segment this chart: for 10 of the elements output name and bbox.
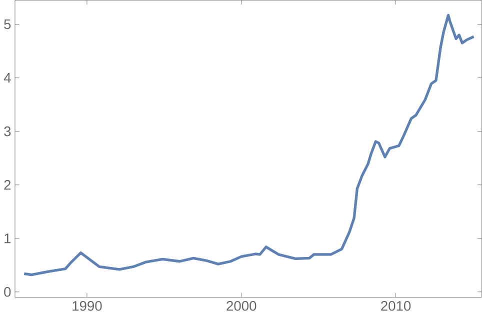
y-tick-label: 0 xyxy=(4,286,11,297)
x-tick-label: 1990 xyxy=(72,300,102,311)
y-tick-label: 1 xyxy=(4,233,11,243)
x-tick-label: 2000 xyxy=(226,300,256,311)
y-tick-label: 5 xyxy=(4,19,11,29)
y-tick-label: 4 xyxy=(4,72,11,82)
y-tick-label: 2 xyxy=(4,180,11,190)
y-tick-label: 3 xyxy=(4,126,11,136)
line-series xyxy=(22,14,476,276)
x-tick-label: 2010 xyxy=(381,300,411,311)
